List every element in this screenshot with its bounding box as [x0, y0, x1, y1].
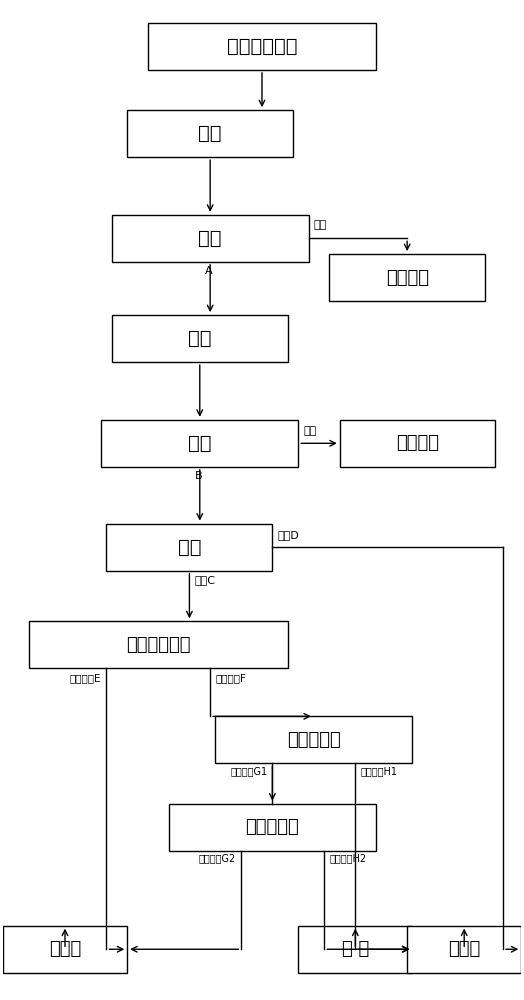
Text: 溢流D: 溢流D: [278, 530, 299, 540]
Bar: [106, 524, 272, 571]
Text: 磁选精矿G2: 磁选精矿G2: [199, 853, 236, 863]
Bar: [112, 215, 309, 262]
Text: 重选尾矿F: 重选尾矿F: [215, 673, 246, 683]
Bar: [340, 420, 495, 467]
Text: 滤液: 滤液: [303, 426, 316, 436]
Text: 碱浸: 碱浸: [199, 124, 222, 143]
Text: 滤液: 滤液: [314, 220, 327, 230]
Text: 回收利用: 回收利用: [396, 434, 439, 452]
Bar: [169, 804, 376, 851]
Bar: [298, 926, 412, 973]
Text: 磁选精矿G1: 磁选精矿G1: [230, 766, 267, 776]
Text: 磁选尾矿H1: 磁选尾矿H1: [361, 766, 398, 776]
Text: A: A: [205, 266, 213, 276]
Text: 过滤: 过滤: [199, 229, 222, 248]
Text: 尾 矿: 尾 矿: [342, 940, 369, 958]
Text: 沉砂C: 沉砂C: [194, 575, 215, 585]
Text: 钛精矿: 钛精矿: [448, 940, 481, 958]
Bar: [3, 926, 127, 973]
Bar: [148, 23, 376, 70]
Bar: [215, 716, 412, 763]
Bar: [407, 926, 521, 973]
Bar: [29, 621, 288, 668]
Text: 钒钛磁铁精矿: 钒钛磁铁精矿: [227, 37, 297, 56]
Text: 过滤: 过滤: [188, 434, 212, 453]
Text: 酸洗: 酸洗: [188, 329, 212, 348]
Text: 回收利用: 回收利用: [386, 269, 429, 287]
Text: 螺旋溜槽重选: 螺旋溜槽重选: [126, 636, 191, 654]
Bar: [330, 254, 485, 301]
Text: 磁力脱水槽: 磁力脱水槽: [245, 818, 299, 836]
Text: 磁选尾矿H2: 磁选尾矿H2: [330, 853, 366, 863]
Bar: [127, 110, 293, 157]
Text: 脱泥: 脱泥: [178, 538, 201, 557]
Text: 铁精矿: 铁精矿: [49, 940, 81, 958]
Bar: [101, 420, 298, 467]
Bar: [112, 315, 288, 362]
Text: 重选精矿E: 重选精矿E: [70, 673, 101, 683]
Text: B: B: [194, 471, 202, 481]
Text: 筒式磁选机: 筒式磁选机: [287, 731, 341, 749]
